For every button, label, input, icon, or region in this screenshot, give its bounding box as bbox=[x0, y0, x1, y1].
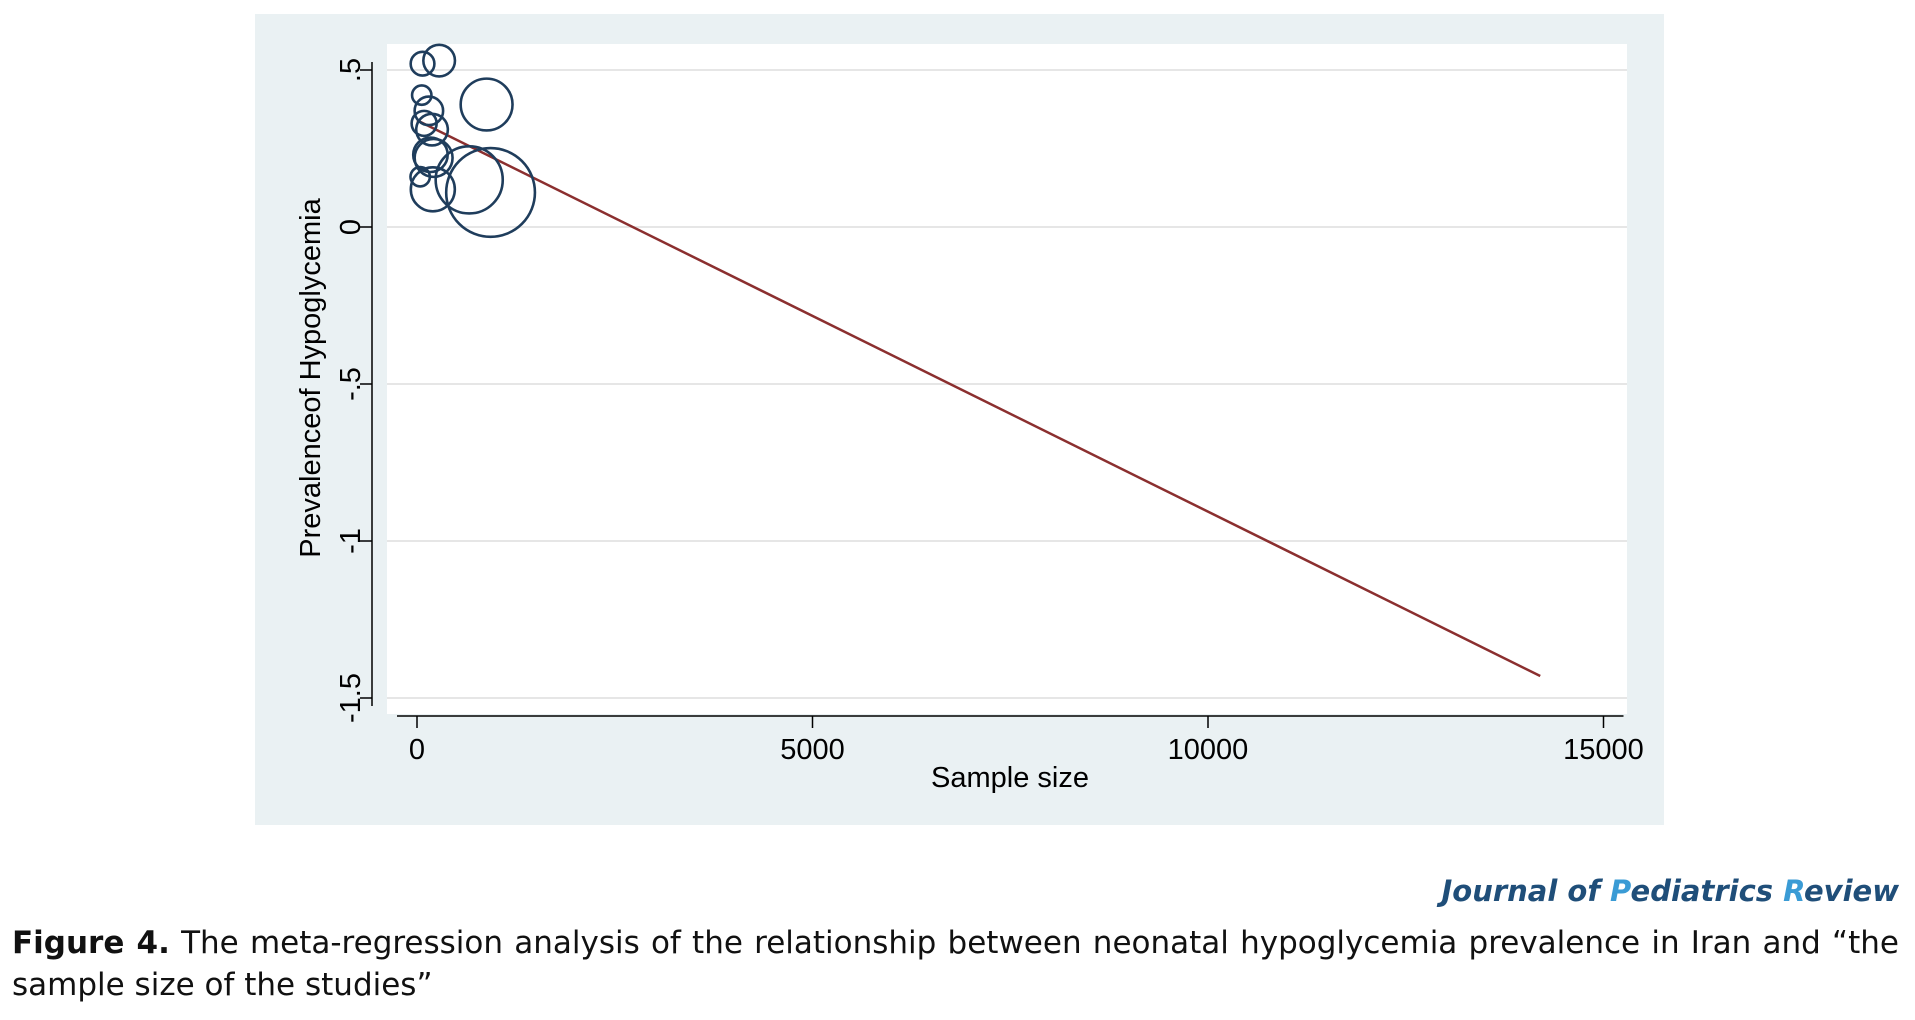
journal-name-initial: P bbox=[1610, 874, 1631, 908]
figure-caption: Figure 4. The meta-regression analysis o… bbox=[12, 922, 1899, 1006]
gridlines bbox=[387, 69, 1627, 699]
x-tick-label: 5000 bbox=[780, 734, 845, 766]
figure-label: Figure 4. bbox=[12, 925, 170, 961]
x-tick-label: 15000 bbox=[1563, 734, 1644, 766]
data-point bbox=[434, 145, 505, 215]
journal-name: Journal of Pediatrics Review bbox=[1441, 874, 1899, 908]
data-point bbox=[410, 109, 438, 138]
axes: -1.5 -1 -.5 0 .5 0 5000 10000 15000 bbox=[335, 58, 1644, 766]
y-tick-label: -1.5 bbox=[335, 673, 367, 723]
data-point bbox=[409, 50, 436, 77]
caption-text: The meta-regression analysis of the rela… bbox=[12, 925, 1899, 1003]
x-axis-label: Sample size bbox=[931, 762, 1089, 794]
data-point bbox=[410, 84, 433, 107]
fitted-regression-line bbox=[416, 119, 1541, 678]
y-tick-label: -.5 bbox=[335, 367, 367, 401]
data-point bbox=[413, 137, 454, 179]
y-tick-label: .5 bbox=[335, 58, 367, 82]
y-tick-label: 0 bbox=[335, 219, 367, 235]
data-points bbox=[409, 43, 537, 239]
x-tick-label: 10000 bbox=[1168, 734, 1249, 766]
data-point bbox=[444, 146, 537, 239]
plot-area-background bbox=[387, 44, 1627, 714]
data-point bbox=[409, 166, 457, 213]
x-tick-label: 0 bbox=[409, 734, 425, 766]
data-point bbox=[413, 95, 445, 127]
data-point bbox=[459, 77, 514, 132]
data-point bbox=[409, 165, 432, 188]
data-point bbox=[422, 43, 457, 78]
y-tick-label: -1 bbox=[335, 528, 367, 554]
data-point bbox=[414, 112, 450, 147]
journal-name-part: Journal of bbox=[1441, 874, 1611, 908]
y-axis-label: Prevalenceof Hypoglycemia bbox=[295, 197, 327, 557]
meta-regression-chart: -1.5-1-.50.50 5000 10000 15000 Sample size … bbox=[255, 14, 1664, 825]
journal-name-initial: R bbox=[1783, 874, 1805, 908]
fitted-line-group bbox=[416, 119, 1541, 678]
journal-name-part: ediatrics bbox=[1630, 874, 1784, 908]
journal-name-part: eview bbox=[1804, 874, 1899, 908]
